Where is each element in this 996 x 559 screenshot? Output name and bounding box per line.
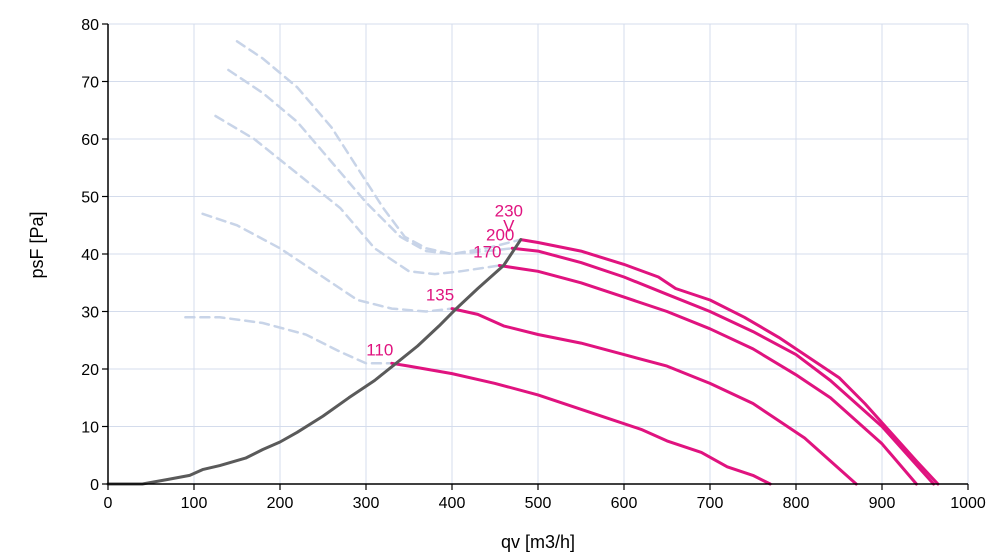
- x-tick-label: 400: [439, 495, 466, 512]
- fan-curve-200: [510, 246, 936, 486]
- axes: 0 100 200 300 400 500 600 700 800 900 1000 0 10 20 30 4…: [81, 17, 986, 512]
- unstable-curve: [214, 114, 501, 276]
- unstable-curve: [184, 316, 394, 365]
- y-tick-label: 40: [81, 247, 99, 264]
- curve-label-200: 200: [486, 225, 514, 244]
- x-axis-label: qv [m3/h]: [501, 532, 575, 552]
- y-tick-label: 0: [90, 477, 99, 494]
- unstable-curve: [227, 68, 514, 256]
- x-tick-label: 700: [697, 495, 724, 512]
- grid: [108, 23, 969, 484]
- x-tick-label: 500: [525, 495, 552, 512]
- x-tick-label: 1000: [950, 495, 986, 512]
- unstable-curve: [201, 212, 454, 313]
- y-tick-label: 50: [81, 190, 99, 207]
- curve-label-170: 170: [473, 243, 501, 262]
- y-tick-label: 10: [81, 420, 99, 437]
- fan-curves: [390, 238, 940, 486]
- fan-curve-135: [450, 307, 858, 486]
- fan-curve-110: [390, 361, 772, 486]
- x-tick-label: 100: [181, 495, 208, 512]
- y-axis-label: psF [Pa]: [27, 211, 47, 278]
- x-tick-label: 600: [611, 495, 638, 512]
- curve-label-110: 110: [366, 340, 393, 359]
- system-curve-layer: [106, 238, 523, 486]
- x-tick-label: 0: [104, 495, 113, 512]
- y-tick-label: 60: [81, 132, 99, 149]
- y-tick-label: 20: [81, 362, 99, 379]
- curve-label-135: 135: [426, 286, 454, 305]
- fan-curve-170: [497, 264, 918, 486]
- x-tick-label: 900: [869, 495, 896, 512]
- y-tick-label: 80: [81, 17, 99, 34]
- curve-label-230: 230: [495, 202, 523, 221]
- x-tick-label: 800: [783, 495, 810, 512]
- x-tick-label: 200: [267, 495, 294, 512]
- y-tick-label: 70: [81, 75, 99, 92]
- unstable-region-curves: [184, 40, 523, 365]
- curve-label-230: V: [503, 217, 515, 236]
- y-tick-label: 30: [81, 305, 99, 322]
- x-tick-label: 300: [353, 495, 380, 512]
- fan-curve-230: [519, 238, 940, 486]
- system-curve: [106, 238, 523, 486]
